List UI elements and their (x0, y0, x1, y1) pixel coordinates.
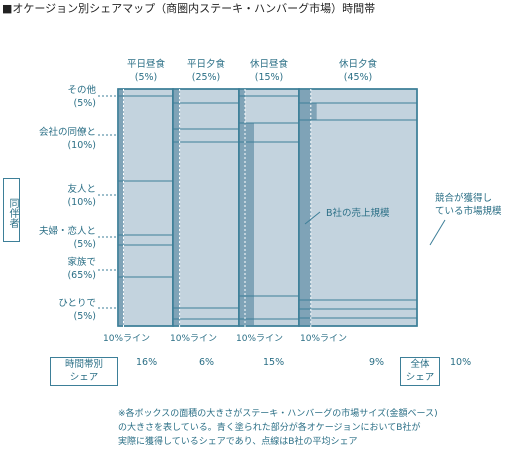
time-share-4: 9% (369, 357, 385, 368)
b-share-cell-3-1 (239, 89, 245, 96)
column-label-4: 休日夕食 (45%) (338, 59, 377, 83)
time-share-3: 15% (263, 357, 285, 368)
column-label-3: 休日昼食 (15%) (249, 59, 288, 83)
b-share-cell-2-3 (173, 129, 180, 142)
b-share-cell-4-6 (299, 318, 311, 326)
row-label-6: ひとりで (5%) (58, 298, 96, 322)
column-label-1: 平日昼食 (5%) (126, 59, 165, 83)
b-market-pointer (304, 211, 321, 225)
b-share-cell-4-4 (299, 300, 311, 309)
b-share-cell-2-2 (173, 103, 180, 129)
annotation-competitor-market: 競合が獲得し ている市場規模 (435, 193, 502, 217)
time-share-1: 16% (136, 357, 158, 368)
column-box-1 (117, 88, 174, 327)
competitor-pointer (429, 219, 446, 246)
row-label-3: 友人と (10%) (67, 184, 96, 208)
b-share-cell-4-2 (299, 103, 317, 120)
row-label-4: 夫婦・恋人と (5%) (38, 226, 96, 250)
b-share-cell-3-4 (239, 142, 254, 296)
annotation-b-market: B社の売上規模 (326, 208, 390, 219)
line-label-1: 10%ライン (103, 334, 151, 344)
row-label-5: 家族で (65%) (67, 257, 96, 281)
b-share-cell-3-6 (239, 319, 254, 326)
line-label-3: 10%ライン (236, 334, 284, 344)
b-share-cell-3-5 (239, 296, 254, 319)
time-share-2: 6% (199, 357, 215, 368)
total-share-value: 10% (450, 357, 472, 368)
page-title: ■オケージョン別シェアマップ（商圏内ステーキ・ハンバーグ市場）時間帯 (2, 2, 376, 15)
b-share-cell-1-1 (118, 89, 124, 96)
b-share-cell-2-6 (173, 319, 180, 326)
row-label-2: 会社の同僚と (10%) (38, 127, 96, 151)
b-share-cell-3-2 (239, 96, 245, 123)
b-share-cell-1-5 (118, 245, 124, 277)
b-share-cell-3-3 (239, 123, 254, 142)
b-share-cell-1-6 (118, 277, 124, 326)
column-label-2: 平日夕食 (25%) (186, 59, 225, 83)
b-share-cell-4-3 (299, 120, 311, 300)
side-label-companion: 同伴者 (3, 178, 20, 242)
column-border-4 (298, 88, 418, 327)
b-share-cell-1-3 (118, 181, 124, 235)
b-share-cell-4-5 (299, 309, 311, 318)
footnote: ※各ボックスの面積の大きさがステーキ・ハンバーグの市場サイズ(金額ベース) の大… (118, 409, 438, 447)
line-label-2: 10%ライン (170, 334, 218, 344)
b-share-cell-1-4 (118, 235, 124, 245)
total-share-label: 全体 シェア (400, 357, 440, 386)
time-share-label: 時間帯別 シェア (50, 357, 118, 386)
b-share-cell-2-5 (173, 308, 180, 319)
column-box-2 (172, 88, 240, 327)
line-label-4: 10%ライン (300, 334, 348, 344)
row-label-1: その他 (5%) (67, 85, 96, 109)
b-share-cell-2-1 (173, 89, 180, 103)
column-box-4 (298, 88, 418, 327)
b-share-cell-1-2 (118, 96, 124, 181)
b-share-cell-4-1 (299, 89, 311, 103)
b-share-cell-2-4 (173, 142, 180, 308)
